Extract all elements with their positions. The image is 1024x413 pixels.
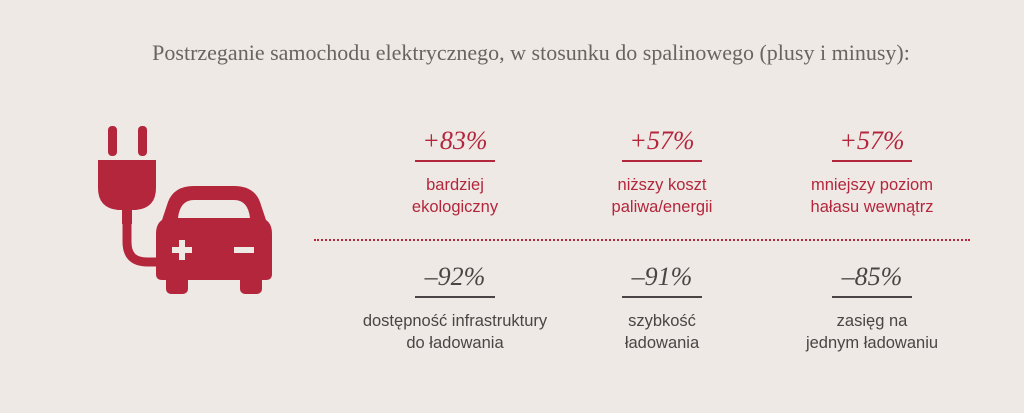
minus-value-2: –91% [631, 262, 693, 291]
plus-underline-1 [415, 160, 495, 162]
plus-value-3: +57% [839, 126, 905, 155]
plus-underline-3 [832, 160, 912, 162]
minus-label-1: dostępność infrastruktury do ładowania [362, 312, 548, 352]
minus-item-3: –85% zasięg na jednym ładowaniu [752, 262, 992, 354]
electric-car-plug-icon [98, 126, 272, 294]
plus-underline-2 [622, 160, 702, 162]
minus-value-1: –92% [424, 262, 486, 291]
minus-underline-3 [832, 296, 912, 298]
minus-value-3: –85% [841, 262, 903, 291]
plus-value-1: +83% [422, 126, 488, 155]
minus-label-3: zasięg na jednym ładowaniu [805, 312, 939, 352]
plus-label-2: niższy koszt paliwa/energii [611, 176, 713, 216]
page-title: Postrzeganie samochodu elektrycznego, w … [152, 40, 910, 65]
minus-underline-2 [622, 296, 702, 298]
plus-item-3: +57% mniejszy poziom hałasu wewnątrz [752, 126, 992, 218]
plus-item-1: +83% bardziej ekologiczny [335, 126, 575, 218]
plus-value-2: +57% [629, 126, 695, 155]
minus-underline-1 [415, 296, 495, 298]
plus-label-3: mniejszy poziom hałasu wewnątrz [810, 176, 934, 216]
dotted-divider [314, 239, 970, 241]
minus-item-1: –92% dostępność infrastruktury do ładowa… [335, 262, 575, 354]
plus-item-2: +57% niższy koszt paliwa/energii [542, 126, 782, 218]
plus-label-1: bardziej ekologiczny [411, 176, 499, 216]
minus-label-2: szybkość ładowania [624, 312, 700, 352]
minus-item-2: –91% szybkość ładowania [542, 262, 782, 354]
